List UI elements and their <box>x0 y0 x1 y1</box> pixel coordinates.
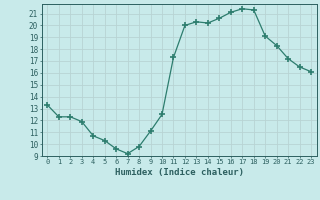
X-axis label: Humidex (Indice chaleur): Humidex (Indice chaleur) <box>115 168 244 177</box>
